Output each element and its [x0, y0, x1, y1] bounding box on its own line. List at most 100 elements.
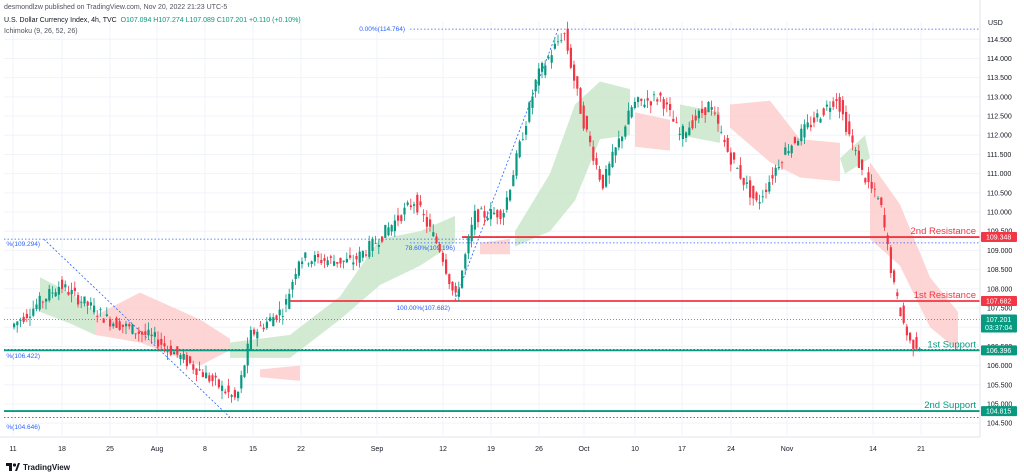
time-tick-label: Aug [151, 446, 164, 453]
candle-body [781, 162, 784, 164]
candle-body [467, 237, 470, 254]
level-annotation: 2nd Support [924, 400, 976, 411]
candle-body [29, 316, 32, 318]
candle-body [144, 331, 147, 335]
candle-body [653, 94, 656, 96]
candle-body [614, 147, 617, 156]
candle-body [515, 153, 518, 176]
candle-body [640, 98, 643, 101]
candle-body [105, 314, 108, 316]
candle-body [413, 204, 416, 206]
candle-body [646, 98, 649, 101]
candle-body [425, 217, 428, 227]
candle-body [544, 65, 547, 76]
candle-body [301, 261, 304, 265]
candle-body [217, 379, 220, 388]
candle-body [470, 224, 473, 242]
candle-body [118, 321, 121, 330]
candle-body [406, 202, 409, 205]
candle-body [45, 298, 48, 302]
candle-body [67, 292, 70, 295]
time-tick-label: 18 [58, 446, 66, 453]
price-tick-label: 113.000 [987, 94, 1012, 101]
tradingview-logo: TradingView [6, 463, 70, 472]
level-price-tag [981, 296, 1017, 307]
candle-body [643, 104, 646, 108]
candle-body [125, 323, 128, 327]
candle-body [819, 118, 822, 123]
candle-body [112, 323, 115, 327]
symbol-name: U.S. Dollar Currency Index, 4h, TVC [4, 17, 117, 24]
candle-body [445, 259, 448, 274]
indicator-legend[interactable]: Ichimoku (9, 26, 52, 26) [4, 28, 78, 35]
time-tick-label: 8 [203, 446, 207, 453]
candle-body [32, 308, 35, 316]
symbol-legend[interactable]: U.S. Dollar Currency Index, 4h, TVC O107… [4, 17, 303, 24]
candle-body [582, 105, 585, 129]
time-tick-label: Nov [781, 446, 794, 453]
candle-body [80, 301, 83, 303]
candle-body [256, 331, 259, 339]
candle-body [323, 258, 326, 261]
candle-body [275, 315, 278, 320]
candle-body [243, 365, 246, 377]
candle-body [397, 215, 400, 221]
candle-body [25, 313, 28, 318]
time-tick-label: 17 [678, 446, 686, 453]
candle-body [96, 315, 99, 317]
candle-body [253, 329, 256, 335]
candle-body [595, 158, 598, 165]
fib-label: 100.00%(107.682) [397, 305, 451, 312]
candle-body [214, 375, 217, 378]
candle-body [918, 348, 921, 350]
time-tick-label: 22 [297, 446, 305, 453]
fib-label: %(106.422) [6, 353, 40, 360]
level-price-value: 109.348 [986, 235, 1011, 242]
time-tick-label: 14 [869, 446, 877, 453]
candle-body [886, 235, 889, 245]
candle-body [854, 149, 857, 151]
time-tick-label: 24 [727, 446, 735, 453]
candle-body [173, 352, 176, 355]
candle-body [285, 299, 288, 305]
price-tick-label: 112.000 [987, 133, 1012, 140]
candle-body [774, 167, 777, 176]
candle-body [678, 133, 681, 135]
candle-body [365, 254, 368, 256]
candle-body [656, 99, 659, 102]
candle-body [371, 238, 374, 251]
candle-body [150, 334, 153, 337]
candle-body [438, 243, 441, 252]
candle-body [349, 255, 352, 258]
candle-body [269, 317, 272, 321]
price-tick-label: 107.500 [987, 305, 1012, 312]
candle-body [176, 346, 179, 355]
candle-body [691, 120, 694, 129]
candle-body [387, 227, 390, 236]
candle-body [630, 107, 633, 118]
candle-body [393, 220, 396, 232]
candle-body [633, 101, 636, 109]
candle-body [502, 212, 505, 218]
candle-body [51, 292, 54, 294]
candle-body [121, 324, 124, 327]
candle-body [749, 180, 752, 198]
candle-body [621, 136, 624, 142]
candle-body [736, 168, 739, 169]
candle-body [473, 210, 476, 230]
publisher-line: desmondlzw published on TradingView.com,… [4, 4, 228, 11]
candle-body [528, 102, 531, 122]
fib-label: %(104.646) [6, 424, 40, 431]
candle-body [649, 101, 652, 106]
candle-body [141, 331, 144, 335]
candle-body [160, 338, 163, 345]
candle-body [841, 100, 844, 115]
candle-body [771, 175, 774, 179]
price-tick-label: 104.500 [987, 421, 1012, 428]
candle-body [665, 102, 668, 105]
fib-label: %(109.294) [6, 241, 40, 248]
candle-body [73, 287, 76, 291]
candle-body [499, 210, 502, 220]
price-tick-label: 109.000 [987, 248, 1012, 255]
